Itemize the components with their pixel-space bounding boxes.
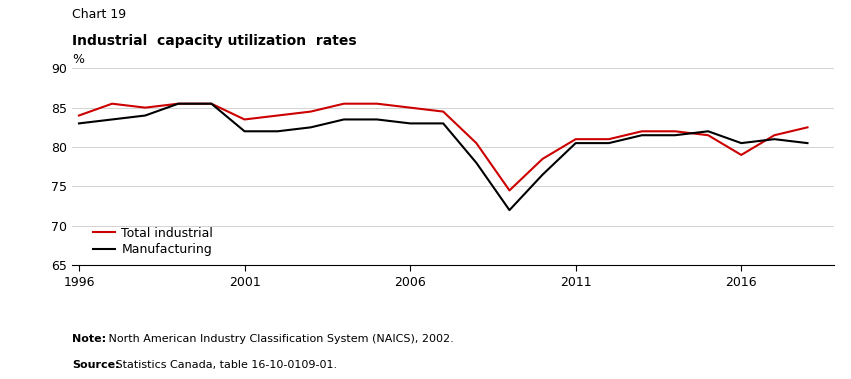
Manufacturing (471, 161, 482, 165)
Total industrial (802, 125, 813, 130)
Total industrial (74, 113, 84, 118)
Total industrial (603, 137, 614, 141)
Total industrial (206, 102, 216, 106)
Manufacturing (438, 121, 448, 126)
Text: Source:: Source: (72, 360, 120, 370)
Manufacturing (505, 208, 515, 212)
Total industrial (272, 113, 283, 118)
Manufacturing (703, 129, 713, 133)
Manufacturing (372, 117, 382, 122)
Manufacturing (74, 121, 84, 126)
Total industrial (505, 188, 515, 193)
Manufacturing (736, 141, 746, 146)
Manufacturing (637, 133, 647, 138)
Total industrial (372, 102, 382, 106)
Manufacturing (306, 125, 316, 130)
Total industrial (174, 102, 184, 106)
Total industrial (306, 109, 316, 114)
Manufacturing (239, 129, 249, 133)
Total industrial (538, 157, 548, 161)
Manufacturing (570, 141, 580, 146)
Manufacturing (603, 141, 614, 146)
Total industrial (405, 105, 415, 110)
Total industrial (570, 137, 580, 141)
Total industrial (239, 117, 249, 122)
Text: Chart 19: Chart 19 (72, 8, 127, 20)
Text: Note:: Note: (72, 334, 106, 343)
Text: %: % (72, 53, 84, 66)
Manufacturing (272, 129, 283, 133)
Manufacturing (538, 172, 548, 177)
Manufacturing (206, 102, 216, 106)
Manufacturing (339, 117, 349, 122)
Total industrial (736, 153, 746, 157)
Line: Total industrial: Total industrial (79, 104, 808, 190)
Total industrial (438, 109, 448, 114)
Legend: Total industrial, Manufacturing: Total industrial, Manufacturing (88, 222, 218, 262)
Total industrial (140, 105, 151, 110)
Total industrial (637, 129, 647, 133)
Total industrial (703, 133, 713, 138)
Manufacturing (769, 137, 780, 141)
Total industrial (670, 129, 680, 133)
Manufacturing (140, 113, 151, 118)
Manufacturing (670, 133, 680, 138)
Manufacturing (174, 102, 184, 106)
Text: Industrial  capacity utilization  rates: Industrial capacity utilization rates (72, 34, 357, 48)
Total industrial (471, 141, 482, 146)
Total industrial (339, 102, 349, 106)
Total industrial (107, 102, 117, 106)
Total industrial (769, 133, 780, 138)
Line: Manufacturing: Manufacturing (79, 104, 808, 210)
Manufacturing (107, 117, 117, 122)
Manufacturing (405, 121, 415, 126)
Manufacturing (802, 141, 813, 146)
Text: North American Industry Classification System (NAICS), 2002.: North American Industry Classification S… (105, 334, 454, 343)
Text: Statistics Canada, table 16-10-0109-01.: Statistics Canada, table 16-10-0109-01. (112, 360, 338, 370)
